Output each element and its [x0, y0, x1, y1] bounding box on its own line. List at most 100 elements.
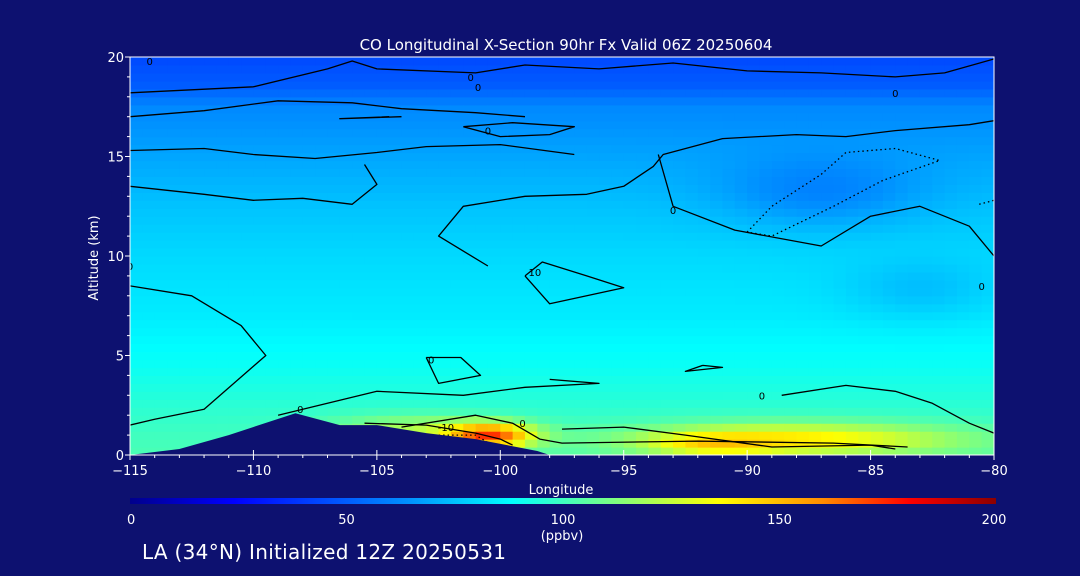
heat-cell [882, 367, 896, 376]
heat-cell [759, 311, 773, 321]
heat-cell [611, 88, 625, 98]
heat-cell [981, 423, 994, 432]
heat-cell [549, 431, 563, 440]
heat-cell [265, 152, 279, 162]
heat-cell [599, 200, 612, 209]
heat-cell [697, 311, 711, 321]
heat-cell [339, 208, 353, 217]
heat-cell [956, 287, 970, 297]
heat-cell [228, 375, 242, 384]
heat-cell [376, 303, 390, 313]
heat-cell [204, 303, 217, 313]
heat-cell [463, 144, 477, 154]
heat-cell [611, 248, 625, 257]
heat-cell [660, 176, 674, 185]
heat-cell [808, 248, 822, 257]
heat-cell [636, 64, 649, 74]
heat-cell [586, 383, 600, 392]
heat-cell [907, 136, 921, 146]
heat-cell [636, 248, 649, 257]
heat-cell [586, 152, 600, 162]
heat-cell [599, 144, 612, 154]
heat-cell [808, 120, 822, 130]
heat-cell [327, 367, 341, 376]
heat-cell [278, 279, 292, 289]
heat-cell [722, 327, 736, 337]
heat-cell [759, 64, 773, 74]
heat-cell [339, 335, 353, 345]
heat-cell [858, 343, 872, 353]
heat-cell [315, 88, 329, 98]
heat-cell [599, 112, 612, 122]
heat-cell [697, 57, 711, 66]
heat-cell [487, 375, 501, 384]
heat-cell [648, 176, 662, 185]
heat-cell [636, 160, 649, 170]
heat-cell [167, 184, 180, 193]
heat-cell [673, 439, 687, 448]
heat-cell [500, 407, 514, 416]
heat-cell [648, 64, 662, 74]
heat-cell [290, 407, 304, 416]
heat-cell [376, 415, 390, 424]
heat-cell [660, 168, 674, 177]
heat-cell [759, 128, 773, 138]
heat-cell [352, 256, 366, 265]
heat-cell [549, 136, 563, 146]
heat-cell [154, 327, 168, 337]
heat-cell [574, 367, 588, 376]
heat-cell [204, 120, 217, 130]
heat-cell [265, 263, 279, 273]
heat-cell [648, 232, 662, 241]
heat-cell [204, 343, 217, 353]
heat-cell [821, 256, 835, 265]
heat-cell [919, 104, 933, 114]
heat-cell [562, 319, 575, 329]
heat-cell [413, 319, 427, 329]
heat-cell [697, 152, 711, 162]
heat-cell [204, 176, 217, 185]
heat-cell [956, 311, 970, 321]
heat-cell [821, 343, 835, 353]
heat-cell [599, 279, 612, 289]
heat-cell [636, 375, 649, 384]
heat-cell [636, 351, 649, 361]
heat-cell [487, 57, 501, 66]
heat-cell [216, 279, 230, 289]
heat-cell [426, 176, 440, 185]
heat-cell [747, 208, 761, 217]
heat-cell [450, 248, 464, 257]
heat-cell [302, 287, 316, 297]
heat-cell [845, 168, 859, 177]
heat-cell [882, 57, 896, 66]
heat-cell [932, 88, 946, 98]
heat-cell [586, 160, 600, 170]
heat-cell [524, 72, 538, 82]
heat-cell [167, 399, 180, 408]
heat-cell [611, 64, 625, 74]
heat-cell [919, 263, 933, 273]
heat-cell [512, 224, 526, 233]
heat-cell [636, 192, 649, 201]
heat-cell [648, 80, 662, 90]
heat-cell [895, 399, 909, 408]
heat-cell [907, 57, 921, 66]
heat-cell [969, 120, 983, 130]
heat-cell [919, 439, 933, 448]
heat-cell [278, 359, 292, 369]
heat-cell [907, 184, 921, 193]
heat-cell [475, 88, 489, 98]
heat-cell [870, 375, 884, 384]
heat-cell [302, 232, 316, 241]
heat-cell [981, 279, 994, 289]
heat-cell [290, 383, 304, 392]
heat-cell [845, 399, 859, 408]
heat-cell [463, 96, 477, 106]
heat-cell [845, 319, 859, 329]
heat-cell [759, 303, 773, 313]
heat-cell [685, 287, 699, 297]
heat-cell [870, 399, 884, 408]
heat-cell [290, 327, 304, 337]
heat-cell [660, 112, 674, 122]
